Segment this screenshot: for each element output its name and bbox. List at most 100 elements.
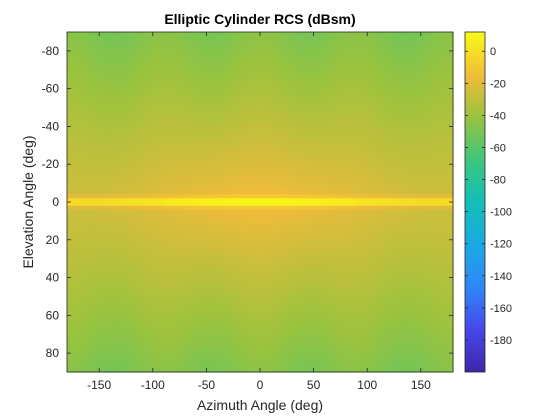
- heatmap-cell: [233, 137, 240, 143]
- heatmap-cell: [249, 277, 256, 282]
- heatmap-cell: [399, 107, 406, 112]
- heatmap-cell: [415, 134, 422, 139]
- heatmap-cell: [324, 62, 331, 67]
- heatmap-cell: [447, 134, 454, 139]
- heatmap-cell: [265, 77, 272, 82]
- heatmap-cell: [431, 258, 438, 264]
- heatmap-cell: [227, 43, 234, 48]
- heatmap-cell: [335, 288, 342, 294]
- heatmap-cell: [179, 175, 186, 180]
- heatmap-cell: [109, 100, 116, 105]
- heatmap-cell: [313, 209, 320, 214]
- heatmap-cell: [399, 220, 406, 226]
- heatmap-cell: [383, 77, 390, 82]
- heatmap-cell: [377, 190, 384, 196]
- heatmap-cell: [313, 137, 320, 143]
- heatmap-cell: [195, 111, 202, 116]
- heatmap-cell: [136, 285, 143, 290]
- heatmap-cell: [431, 137, 438, 143]
- heatmap-cell: [88, 35, 95, 41]
- heatmap-cell: [404, 183, 411, 188]
- heatmap-cell: [361, 281, 368, 286]
- heatmap-cell: [179, 141, 186, 146]
- heatmap-cell: [431, 171, 438, 177]
- heatmap-cell: [136, 96, 143, 101]
- heatmap-cell: [388, 32, 395, 37]
- heatmap-cell: [292, 54, 299, 60]
- heatmap-cell: [190, 186, 197, 192]
- heatmap-cell: [399, 232, 406, 237]
- heatmap-cell: [222, 220, 229, 226]
- heatmap-cell: [420, 47, 427, 52]
- heatmap-cell: [179, 190, 186, 196]
- heatmap-cell: [447, 205, 454, 211]
- heatmap-cell: [292, 171, 299, 177]
- heatmap-cell: [335, 152, 342, 158]
- heatmap-cell: [83, 220, 90, 226]
- heatmap-cell: [104, 96, 111, 101]
- heatmap-cell: [120, 292, 127, 298]
- heatmap-cell: [190, 77, 197, 82]
- heatmap-cell: [404, 92, 411, 97]
- heatmap-cell: [158, 205, 165, 211]
- heatmap-cell: [184, 73, 191, 78]
- heatmap-cell: [222, 183, 229, 188]
- heatmap-cell: [436, 92, 443, 97]
- heatmap-cell: [67, 118, 73, 124]
- heatmap-cell: [302, 43, 309, 48]
- heatmap-cell: [265, 273, 272, 279]
- heatmap-cell: [152, 156, 159, 162]
- heatmap-cell: [292, 213, 299, 218]
- heatmap-cell: [351, 285, 358, 290]
- heatmap-cell: [367, 134, 374, 139]
- heatmap-cell: [270, 156, 277, 162]
- heatmap-cell: [131, 232, 138, 237]
- heatmap-cell: [88, 202, 95, 207]
- heatmap-cell: [388, 47, 395, 52]
- heatmap-cell: [222, 77, 229, 82]
- heatmap-cell: [142, 137, 149, 143]
- heatmap-cell: [158, 171, 165, 177]
- heatmap-cell: [168, 32, 175, 37]
- heatmap-cell: [77, 47, 84, 52]
- heatmap-cell: [415, 288, 422, 294]
- heatmap-cell: [286, 115, 293, 120]
- heatmap-cell: [340, 66, 347, 71]
- heatmap-cell: [410, 198, 417, 203]
- heatmap-cell: [77, 243, 84, 248]
- heatmap-cell: [286, 96, 293, 101]
- heatmap-cell: [174, 175, 181, 180]
- heatmap-cell: [136, 130, 143, 135]
- heatmap-cell: [217, 285, 224, 290]
- heatmap-cell: [394, 126, 400, 131]
- heatmap-cell: [431, 217, 438, 222]
- heatmap-cell: [302, 35, 309, 41]
- heatmap-cell: [361, 183, 368, 188]
- heatmap-cell: [377, 228, 384, 233]
- heatmap-cell: [410, 183, 417, 188]
- heatmap-cell: [265, 198, 272, 203]
- heatmap-cell: [249, 43, 256, 48]
- heatmap-cell: [131, 137, 138, 143]
- heatmap-cell: [142, 115, 149, 120]
- heatmap-cell: [447, 262, 454, 267]
- heatmap-cell: [270, 258, 277, 264]
- heatmap-cell: [115, 254, 122, 260]
- heatmap-cell: [377, 111, 384, 116]
- heatmap-cell: [158, 149, 165, 154]
- heatmap-cell: [104, 168, 111, 173]
- heatmap-cell: [120, 228, 127, 233]
- heatmap-cell: [174, 58, 181, 63]
- heatmap-cell: [431, 118, 438, 124]
- heatmap-cell: [345, 160, 352, 165]
- heatmap-cell: [270, 81, 277, 86]
- heatmap-cell: [222, 100, 229, 105]
- heatmap-cell: [324, 160, 331, 165]
- heatmap-cell: [292, 270, 299, 275]
- heatmap-cell: [99, 273, 106, 279]
- heatmap-cell: [447, 145, 454, 150]
- heatmap-cell: [136, 107, 143, 112]
- heatmap-cell: [377, 88, 384, 94]
- heatmap-cell: [302, 39, 309, 44]
- heatmap-cell: [217, 281, 224, 286]
